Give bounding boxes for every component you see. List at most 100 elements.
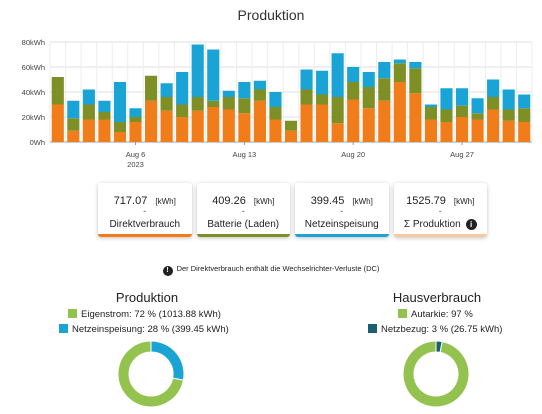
- donut-slice-autarkie: [402, 340, 470, 408]
- card-direktverbrauch[interactable]: 717.07 [kWh] - Direktverbrauch: [98, 183, 192, 237]
- bar-direktverbrauch: [160, 110, 173, 142]
- card-summe-produktion[interactable]: 1525.79 [kWh] - Σ Produktion i: [393, 183, 488, 237]
- card-dash: -: [241, 206, 245, 216]
- bar-netzeinspeisung: [238, 82, 251, 99]
- bar-direktverbrauch: [362, 108, 375, 142]
- bar-direktverbrauch: [176, 117, 189, 142]
- bar-batterie-laden: [347, 82, 360, 100]
- bar-batterie-laden: [440, 109, 453, 122]
- bar-direktverbrauch: [113, 132, 127, 142]
- bar-netzeinspeisung: [455, 88, 469, 106]
- bar-netzeinspeisung: [113, 82, 127, 122]
- produktion-donut-chart[interactable]: [116, 339, 186, 409]
- hausverbrauch-panel-title: Hausverbrauch: [392, 290, 482, 305]
- card-color-bar: [393, 234, 487, 237]
- info-icon[interactable]: i: [465, 219, 477, 230]
- card-dash: -: [340, 206, 344, 216]
- card-label: Σ Produktion i: [394, 219, 488, 230]
- bar-batterie-laden: [113, 122, 127, 132]
- card-netzeinspeisung[interactable]: 399.45 [kWh] - Netzeinspeisung: [295, 183, 389, 237]
- bar-batterie-laden: [222, 97, 235, 110]
- footnote: ! Der Direktverbrauch enthält die Wechsel…: [0, 264, 542, 276]
- legend-netzbezug[interactable]: Netzbezug: 3 % (26.75 kWh): [368, 324, 502, 335]
- bar-direktverbrauch: [409, 93, 422, 142]
- card-dash: -: [143, 206, 147, 216]
- bar-batterie-laden: [98, 112, 111, 120]
- card-unit: [kWh]: [453, 197, 475, 206]
- card-color-bar: [98, 234, 192, 237]
- bar-direktverbrauch: [316, 104, 329, 142]
- bar-batterie-laden: [160, 97, 173, 111]
- card-label: Netzeinspeisung: [304, 219, 379, 230]
- y-tick-label: 60kWh: [22, 63, 45, 72]
- bar-netzeinspeisung: [300, 69, 313, 90]
- bar-netzeinspeisung: [393, 59, 406, 64]
- bar-batterie-laden: [269, 107, 282, 120]
- bar-batterie-laden: [51, 77, 64, 105]
- legend-autarkie[interactable]: Autarkie: 97 %: [398, 309, 473, 320]
- card-batterie-laden[interactable]: 409.26 [kWh] - Batterie (Laden): [196, 183, 290, 237]
- card-label: Direktverbrauch: [109, 219, 181, 230]
- bar-direktverbrauch: [82, 119, 95, 142]
- legend-netzeinspeisung[interactable]: Netzeinspeisung: 28 % (399.45 kWh): [59, 324, 229, 335]
- bar-netzeinspeisung: [269, 92, 282, 107]
- y-tick-label: 80kWh: [22, 38, 45, 47]
- bar-netzeinspeisung: [176, 72, 189, 105]
- bar-netzeinspeisung: [98, 100, 111, 112]
- bar-batterie-laden: [378, 78, 391, 101]
- bar-direktverbrauch: [378, 100, 391, 142]
- donut-slice-netzeinspeisung: [150, 340, 185, 381]
- bar-netzeinspeisung: [502, 89, 515, 110]
- bar-netzeinspeisung: [222, 90, 235, 97]
- bar-direktverbrauch: [253, 100, 266, 142]
- bar-netzeinspeisung: [362, 72, 375, 87]
- bar-batterie-laden: [253, 89, 266, 101]
- bar-direktverbrauch: [424, 119, 437, 142]
- produktion-panel-title: Produktion: [115, 290, 179, 305]
- bar-netzeinspeisung: [160, 83, 173, 97]
- bar-batterie-laden: [409, 68, 422, 94]
- bar-batterie-laden: [67, 118, 80, 131]
- bar-netzeinspeisung: [471, 98, 484, 114]
- hausverbrauch-donut-chart[interactable]: [401, 339, 471, 409]
- bar-batterie-laden: [191, 97, 204, 111]
- y-tick-label: 40kWh: [22, 88, 45, 97]
- x-tick-label: Aug 6: [126, 150, 146, 159]
- legend-swatch: [398, 309, 407, 318]
- summary-cards: 717.07 [kWh] - Direktverbrauch 409.26 [kWh…: [98, 183, 487, 237]
- card-value: 717.07: [113, 195, 148, 207]
- bar-batterie-laden: [145, 75, 158, 101]
- card-label: Batterie (Laden): [207, 219, 280, 230]
- bar-batterie-laden: [284, 120, 298, 131]
- bar-batterie-laden: [487, 97, 500, 110]
- bar-netzeinspeisung: [409, 62, 422, 69]
- bar-netzeinspeisung: [424, 104, 437, 107]
- bar-direktverbrauch: [269, 119, 282, 142]
- card-unit: [kWh]: [155, 197, 176, 206]
- legend-swatch: [368, 324, 377, 333]
- bar-netzeinspeisung: [487, 79, 500, 97]
- bar-netzeinspeisung: [67, 100, 80, 119]
- bar-direktverbrauch: [129, 122, 142, 142]
- bar-direktverbrauch: [518, 122, 531, 142]
- bar-netzeinspeisung: [253, 80, 266, 90]
- legend-swatch: [68, 309, 77, 318]
- card-value: 399.45: [310, 195, 345, 207]
- bar-direktverbrauch: [393, 82, 406, 142]
- legend-text: Eigenstrom: 72 % (1013.88 kWh): [81, 309, 221, 320]
- bar-batterie-laden: [331, 97, 344, 124]
- bar-batterie-laden: [207, 100, 220, 107]
- legend-eigenstrom[interactable]: Eigenstrom: 72 % (1013.88 kWh): [68, 309, 221, 320]
- card-color-bar: [196, 234, 290, 237]
- bar-direktverbrauch: [145, 100, 158, 142]
- bar-direktverbrauch: [502, 120, 515, 142]
- card-value: 1525.79: [406, 195, 446, 207]
- bar-batterie-laden: [82, 104, 95, 120]
- bar-direktverbrauch: [487, 109, 500, 142]
- bar-batterie-laden: [471, 113, 484, 120]
- card-dash: -: [438, 206, 442, 216]
- bar-batterie-laden: [518, 108, 531, 122]
- x-tick-label: Aug 27: [450, 150, 474, 159]
- bar-direktverbrauch: [222, 109, 235, 142]
